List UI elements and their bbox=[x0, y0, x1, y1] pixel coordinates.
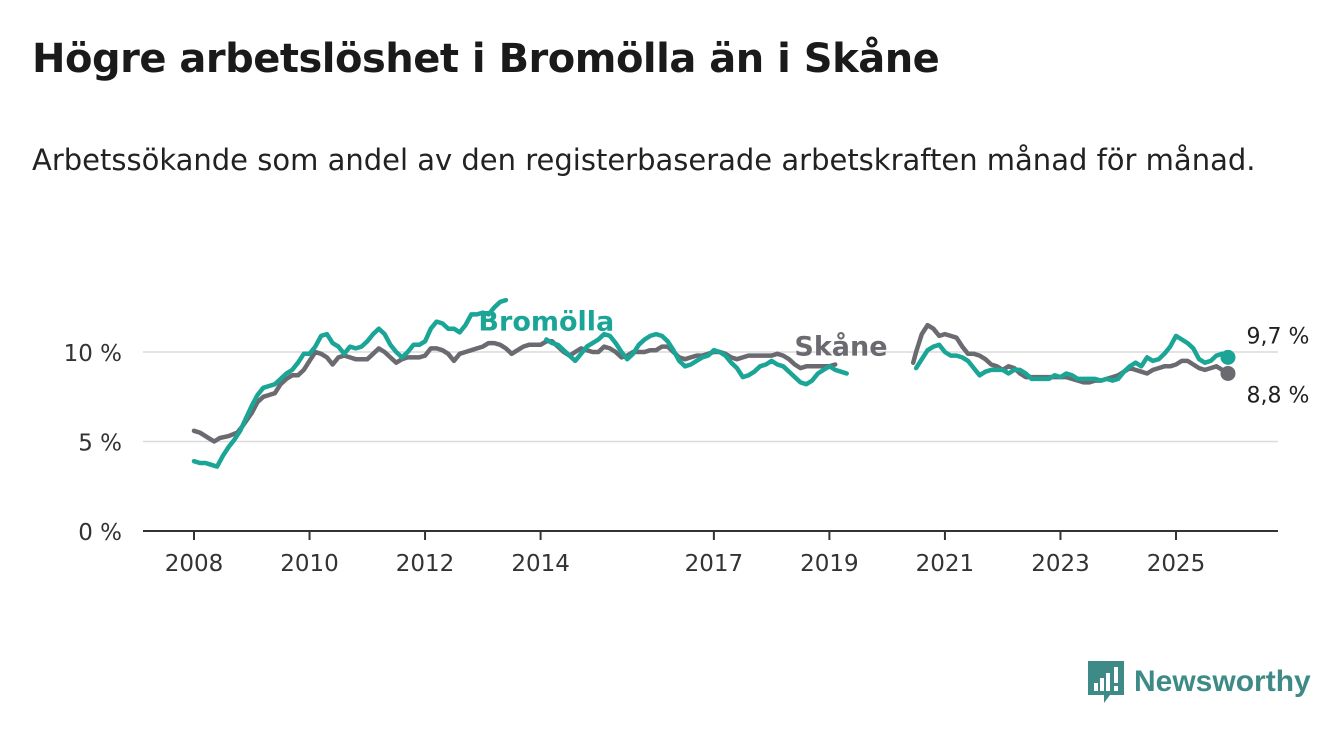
x-tick-label: 2008 bbox=[165, 551, 224, 577]
y-tick-label: 5 % bbox=[78, 431, 122, 457]
x-tick-label: 2017 bbox=[685, 551, 744, 577]
x-tick-label: 2012 bbox=[396, 551, 455, 577]
series-name-label-skne: Skåne bbox=[794, 331, 887, 363]
end-value-label-bromlla: 9,7 % bbox=[1247, 324, 1310, 349]
y-tick-label: 10 % bbox=[64, 341, 122, 367]
y-tick-label: 0 % bbox=[78, 520, 122, 546]
end-point-skne bbox=[1220, 365, 1236, 381]
end-point-bromlla bbox=[1220, 349, 1236, 365]
brand-name: Newsworthy bbox=[1134, 665, 1311, 698]
series-line-skne bbox=[191, 339, 838, 444]
gridlines bbox=[143, 351, 1278, 443]
series-line-bromlla bbox=[191, 297, 509, 469]
chart-title: Högre arbetslöshet i Bromölla än i Skåne bbox=[32, 36, 940, 82]
x-tick-label: 2023 bbox=[1031, 551, 1090, 577]
newsworthy-brand: Newsworthy bbox=[1088, 660, 1311, 704]
series-line-skne bbox=[910, 322, 1231, 385]
x-tick-label: 2014 bbox=[511, 551, 570, 577]
end-value-label-skne: 8,8 % bbox=[1247, 383, 1310, 408]
chart-subtitle: Arbetssökande som andel av den registerb… bbox=[32, 143, 1256, 177]
x-tick-label: 2019 bbox=[800, 551, 859, 577]
series-labels: Skåne 8,8 % Bromölla 9,7 % bbox=[478, 307, 1309, 409]
x-tick-label: 2010 bbox=[280, 551, 339, 577]
series-line-bromlla bbox=[913, 333, 1231, 383]
series-lines bbox=[191, 297, 1231, 469]
x-tick-label: 2025 bbox=[1147, 551, 1206, 577]
series-line-bromlla bbox=[544, 331, 849, 387]
axes: 0 % 5 % 10 % 2008 2010 2012 2014 2017 2019 2021 20… bbox=[64, 341, 1278, 577]
x-tick-label: 2021 bbox=[916, 551, 975, 577]
bar-chart-logo-icon bbox=[1088, 661, 1124, 703]
series-name-label-bromlla: Bromölla bbox=[478, 307, 614, 338]
